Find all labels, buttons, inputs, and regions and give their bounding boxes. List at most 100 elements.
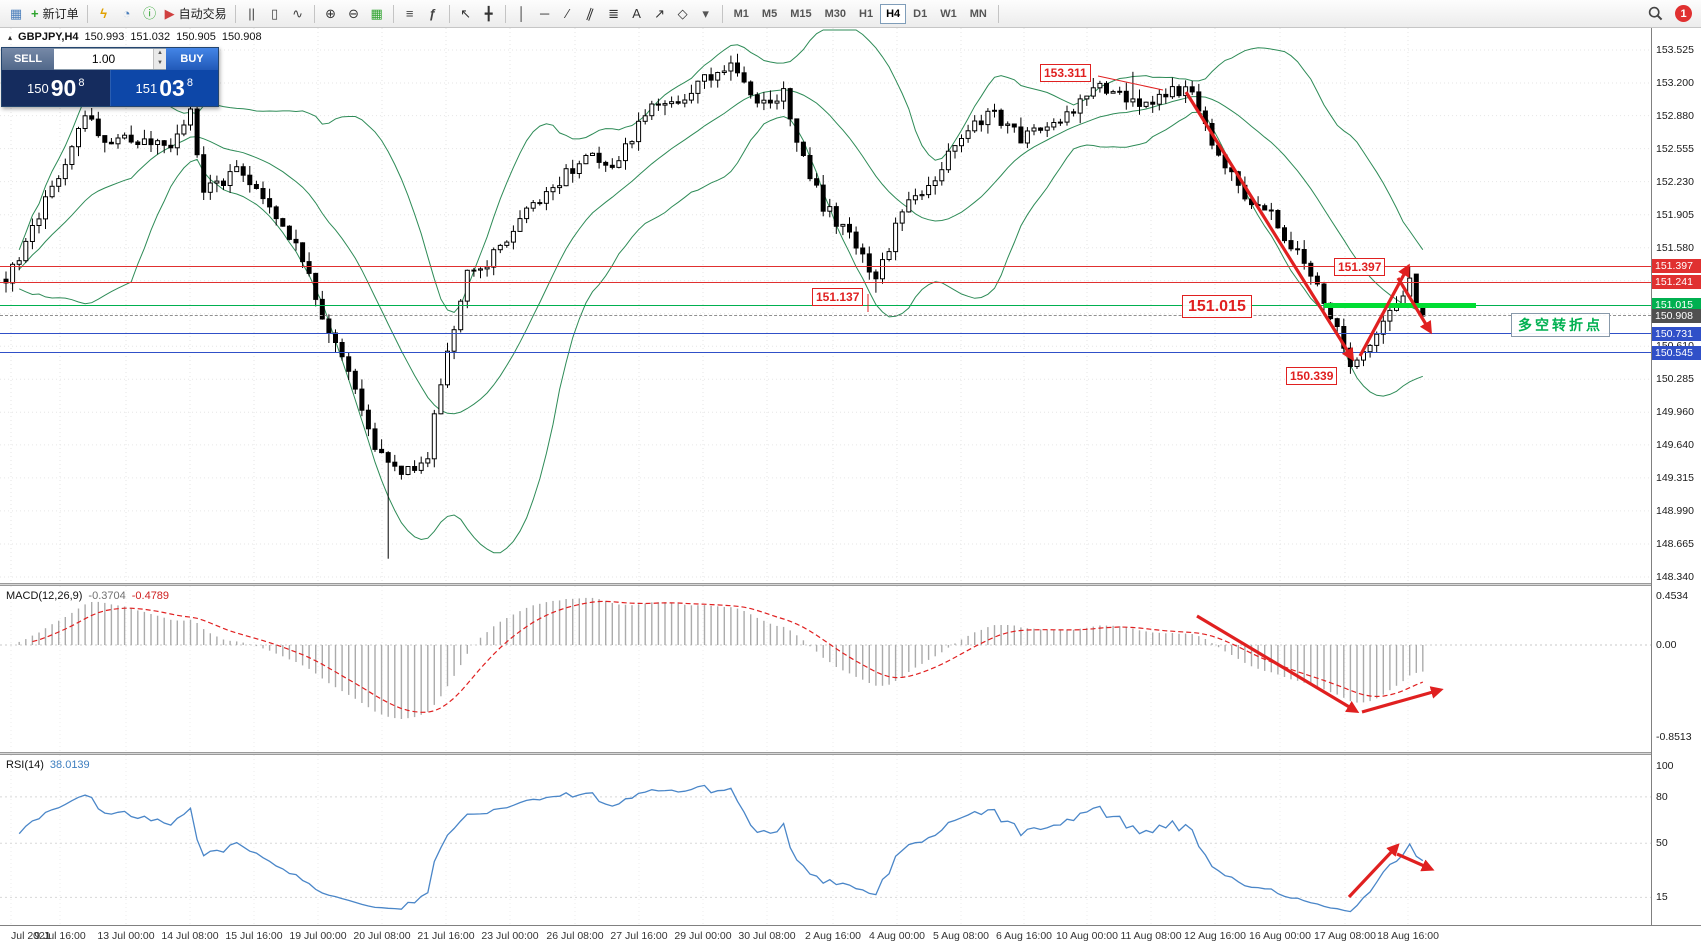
- vertical-line-icon[interactable]: │: [511, 3, 533, 25]
- time-label: 17 Aug 08:00: [1314, 930, 1376, 942]
- buy-price[interactable]: 151 03 8: [109, 70, 218, 106]
- time-label: 20 Jul 08:00: [353, 930, 411, 942]
- support-line-150545[interactable]: [0, 352, 1651, 354]
- timeframe-H1[interactable]: H1: [859, 7, 874, 20]
- price-tick: 148.990: [1656, 504, 1694, 517]
- time-label: 21 Jul 16:00: [417, 930, 475, 942]
- alerts-icon[interactable]: ϟ: [93, 3, 115, 25]
- price-axis[interactable]: 153.525 153.200 152.880 152.555 152.230 151.9…: [1651, 28, 1701, 925]
- autotrade-button[interactable]: ▶ 自动交易: [162, 3, 230, 25]
- timeframe-M5[interactable]: M5: [761, 7, 778, 20]
- price-flag-bid: 150.908: [1652, 308, 1701, 323]
- new-order-button-label: 新订单: [42, 7, 79, 21]
- time-label: 10 Aug 00:00: [1056, 930, 1118, 942]
- trendline-icon[interactable]: ∕: [557, 3, 579, 25]
- rsi-name: RSI(14): [6, 759, 44, 771]
- notification-badge[interactable]: 1: [1675, 5, 1692, 22]
- volume-down-button[interactable]: ▼: [153, 59, 166, 69]
- indicators-icon[interactable]: ƒ: [422, 3, 444, 25]
- pivot-price-label[interactable]: 151.015: [1182, 295, 1252, 318]
- panel-separator[interactable]: [0, 583, 1701, 586]
- turning-point-level-line[interactable]: [1324, 302, 1476, 308]
- toolbar-separator: [997, 4, 999, 23]
- tile-windows-icon[interactable]: ▦: [366, 3, 388, 25]
- time-label: 12 Aug 16:00: [1184, 930, 1246, 942]
- swing-high-label[interactable]: 153.311: [1040, 64, 1091, 82]
- timeframe-D1[interactable]: D1: [913, 7, 928, 20]
- sell-price[interactable]: 150 90 8: [2, 70, 110, 106]
- arrows-object-icon[interactable]: ↗: [649, 3, 671, 25]
- volume-input[interactable]: [54, 49, 153, 69]
- ohlc-high: 151.032: [130, 31, 171, 43]
- new-order-button[interactable]: + 新订单: [28, 3, 82, 25]
- horizontal-line-icon[interactable]: ─: [534, 3, 556, 25]
- macd-name: MACD(12,26,9): [6, 590, 83, 602]
- crosshair-icon[interactable]: ╋: [478, 3, 500, 25]
- price-tick: 151.905: [1656, 208, 1694, 221]
- turning-point-label[interactable]: 多空转折点: [1511, 313, 1610, 337]
- community-icon[interactable]: ◔: [116, 3, 138, 25]
- rsi-panel[interactable]: [0, 755, 1651, 925]
- resistance-line-151241[interactable]: [0, 281, 1651, 283]
- macd-panel[interactable]: [0, 586, 1651, 752]
- price-flag-150545: 150.545: [1652, 345, 1701, 360]
- auto-arrange-icon[interactable]: ≡: [399, 3, 421, 25]
- time-label: 16 Aug 00:00: [1249, 930, 1311, 942]
- time-label: 13 Jul 00:00: [97, 930, 155, 942]
- more-objects-icon: ▾: [702, 6, 709, 21]
- panel-separator[interactable]: [0, 752, 1701, 755]
- time-axis[interactable]: Jul 2021 9 Jul 16:00 13 Jul 00:00 14 Jul 08…: [0, 925, 1701, 946]
- price-chart[interactable]: [0, 28, 1651, 583]
- indicators-icon: ƒ: [429, 6, 437, 21]
- timeframe-M15[interactable]: M15: [790, 7, 812, 20]
- ohlc-close: 150.908: [221, 31, 262, 43]
- bid-price-line[interactable]: [0, 315, 1651, 317]
- shapes-icon[interactable]: ◇: [672, 3, 694, 25]
- bar-chart-icon[interactable]: ||: [241, 3, 263, 25]
- time-label: 2 Aug 16:00: [804, 930, 862, 942]
- alerts-icon: ϟ: [100, 6, 108, 21]
- price-tick: 152.230: [1656, 175, 1694, 188]
- rsi-axis-tick: 15: [1656, 891, 1668, 904]
- zoom-out-icon[interactable]: ⊖: [343, 3, 365, 25]
- tile-windows-icon: ▦: [370, 6, 383, 21]
- sell-price-main: 150: [27, 80, 49, 96]
- timeframe-M30[interactable]: M30: [824, 7, 846, 20]
- timeframe-W1[interactable]: W1: [940, 7, 957, 20]
- resistance-line-151397[interactable]: [0, 265, 1651, 267]
- buy-price-pips: 03: [159, 74, 185, 101]
- cursor-icon[interactable]: ↖: [455, 3, 477, 25]
- price-tick: 149.315: [1656, 471, 1694, 484]
- sell-button[interactable]: SELL: [2, 48, 54, 70]
- toolbar-separator: [234, 4, 236, 23]
- support-line-150731[interactable]: [0, 333, 1651, 335]
- candlestick-icon[interactable]: ▯: [264, 3, 286, 25]
- local-low-label[interactable]: 151.137: [812, 288, 864, 306]
- new-chart-icon[interactable]: ▦: [5, 3, 27, 25]
- search-icon[interactable]: [1644, 3, 1666, 25]
- shapes-icon: ◇: [677, 6, 688, 21]
- fibonacci-icon[interactable]: ≣: [603, 3, 625, 25]
- buy-button[interactable]: BUY: [166, 48, 218, 70]
- swing-low-label[interactable]: 150.339: [1286, 367, 1338, 385]
- horizontal-line-icon: ─: [540, 6, 550, 21]
- trendline-icon: ∕: [566, 6, 569, 21]
- candlestick-icon: ▯: [271, 6, 279, 21]
- price-tick: 149.640: [1656, 438, 1694, 451]
- channel-icon[interactable]: ∥: [580, 3, 602, 25]
- timeframe-H4[interactable]: H4: [880, 3, 907, 24]
- volume-up-button[interactable]: ▲: [153, 49, 166, 59]
- zoom-in-icon[interactable]: ⊕: [320, 3, 342, 25]
- time-label: 19 Jul 00:00: [289, 930, 347, 942]
- more-objects-icon[interactable]: ▾: [695, 3, 717, 25]
- time-label: 29 Jul 00:00: [674, 930, 732, 942]
- text-label-icon[interactable]: A: [626, 3, 648, 25]
- volume-box: ▲ ▼: [54, 48, 166, 70]
- retrace-high-label[interactable]: 151.397: [1334, 258, 1386, 276]
- timeframe-M1[interactable]: M1: [733, 7, 749, 20]
- help-icon[interactable]: ⓘ: [139, 3, 161, 25]
- timeframe-MN[interactable]: MN: [969, 7, 987, 20]
- line-chart-icon[interactable]: ∿: [287, 3, 309, 25]
- zoom-out-icon: ⊖: [348, 6, 360, 21]
- auto-arrange-icon: ≡: [405, 6, 414, 21]
